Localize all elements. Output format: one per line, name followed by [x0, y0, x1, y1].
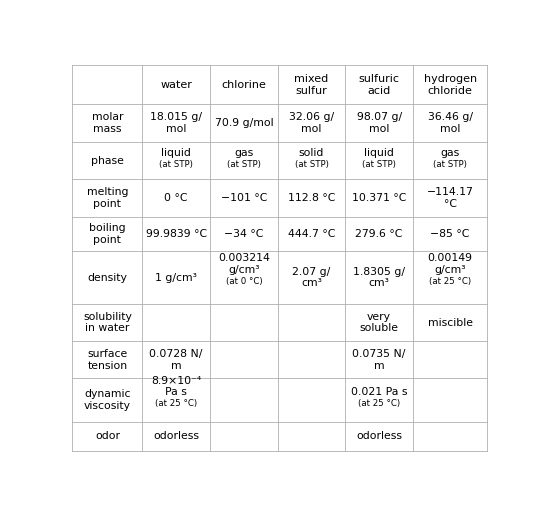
Text: 10.371 °C: 10.371 °C: [352, 193, 406, 203]
Text: −114.17
°C: −114.17 °C: [426, 187, 473, 209]
Text: odorless: odorless: [356, 431, 402, 442]
Text: liquid: liquid: [364, 148, 394, 158]
Text: 99.9839 °C: 99.9839 °C: [146, 229, 207, 239]
Text: −85 °C: −85 °C: [430, 229, 470, 239]
Text: 32.06 g/
mol: 32.06 g/ mol: [289, 112, 334, 134]
Text: chlorine: chlorine: [221, 80, 266, 90]
Text: 279.6 °C: 279.6 °C: [355, 229, 403, 239]
Text: 70.9 g/mol: 70.9 g/mol: [215, 118, 273, 128]
Text: (at STP): (at STP): [433, 160, 467, 169]
Text: (at 0 °C): (at 0 °C): [225, 277, 262, 286]
Text: very
soluble: very soluble: [360, 312, 399, 333]
Text: (at STP): (at STP): [159, 160, 193, 169]
Text: solubility
in water: solubility in water: [83, 312, 132, 333]
Text: 98.07 g/
mol: 98.07 g/ mol: [357, 112, 402, 134]
Text: 0.00149
g/cm³: 0.00149 g/cm³: [428, 253, 473, 275]
Text: (at STP): (at STP): [227, 160, 261, 169]
Text: miscible: miscible: [428, 318, 473, 328]
Text: boiling
point: boiling point: [89, 223, 126, 245]
Text: 0.003214
g/cm³: 0.003214 g/cm³: [218, 253, 270, 275]
Text: 0 °C: 0 °C: [164, 193, 188, 203]
Text: 0.021 Pa s: 0.021 Pa s: [351, 387, 407, 398]
Text: liquid: liquid: [161, 148, 191, 158]
Text: gas: gas: [441, 148, 460, 158]
Text: solid: solid: [299, 148, 324, 158]
Text: mixed
sulfur: mixed sulfur: [294, 74, 329, 96]
Text: surface
tension: surface tension: [87, 349, 128, 370]
Text: 1 g/cm³: 1 g/cm³: [155, 272, 197, 283]
Text: (at STP): (at STP): [294, 160, 328, 169]
Text: −34 °C: −34 °C: [224, 229, 264, 239]
Text: 0.0728 N/
m: 0.0728 N/ m: [150, 349, 203, 370]
Text: −101 °C: −101 °C: [221, 193, 267, 203]
Text: 444.7 °C: 444.7 °C: [288, 229, 335, 239]
Text: (at 25 °C): (at 25 °C): [155, 400, 197, 408]
Text: 0.0735 N/
m: 0.0735 N/ m: [353, 349, 406, 370]
Text: melting
point: melting point: [87, 187, 128, 209]
Text: (at 25 °C): (at 25 °C): [358, 400, 400, 408]
Text: 8.9×10⁻⁴
Pa s: 8.9×10⁻⁴ Pa s: [151, 376, 201, 398]
Text: 36.46 g/
mol: 36.46 g/ mol: [428, 112, 473, 134]
Text: water: water: [160, 80, 192, 90]
Text: molar
mass: molar mass: [92, 112, 123, 134]
Text: 1.8305 g/
cm³: 1.8305 g/ cm³: [353, 267, 405, 288]
Text: 112.8 °C: 112.8 °C: [288, 193, 335, 203]
Text: odorless: odorless: [153, 431, 199, 442]
Text: (at STP): (at STP): [362, 160, 396, 169]
Text: 2.07 g/
cm³: 2.07 g/ cm³: [292, 267, 330, 288]
Text: phase: phase: [91, 155, 124, 166]
Text: density: density: [87, 272, 127, 283]
Text: gas: gas: [234, 148, 253, 158]
Text: 18.015 g/
mol: 18.015 g/ mol: [150, 112, 202, 134]
Text: dynamic
viscosity: dynamic viscosity: [84, 389, 131, 411]
Text: odor: odor: [95, 431, 120, 442]
Text: hydrogen
chloride: hydrogen chloride: [424, 74, 477, 96]
Text: sulfuric
acid: sulfuric acid: [359, 74, 400, 96]
Text: (at 25 °C): (at 25 °C): [429, 277, 471, 286]
